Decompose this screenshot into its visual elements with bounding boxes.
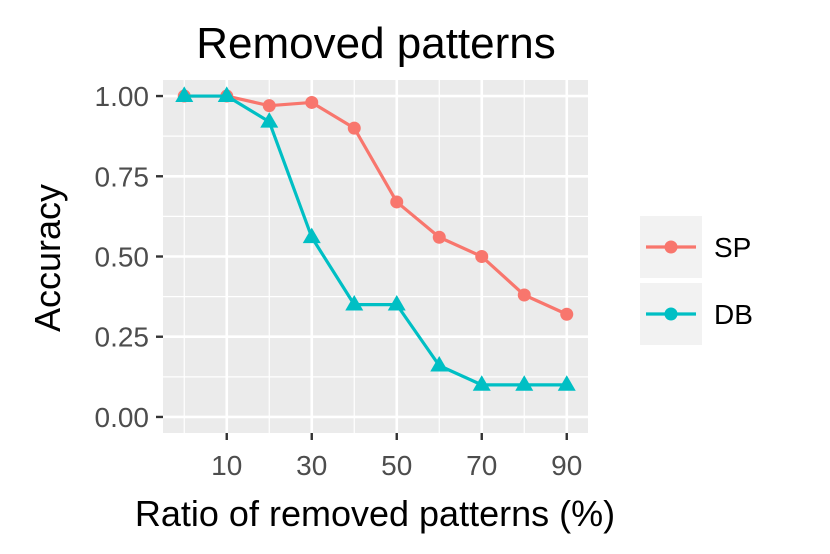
series-db <box>175 86 576 391</box>
data-point-db <box>387 294 406 311</box>
data-point-db <box>260 112 279 128</box>
legend-key-marker <box>664 307 678 321</box>
series-layer <box>175 86 576 391</box>
data-point-sp <box>517 288 531 302</box>
legend-item-db: DB <box>640 283 753 345</box>
legend-key-marker <box>664 240 678 254</box>
x-axis-title: Ratio of removed patterns (%) <box>135 493 615 534</box>
series-line-db <box>184 94 567 387</box>
series-line-sp <box>184 94 568 316</box>
data-point-db <box>175 86 194 102</box>
data-point-sp <box>390 195 404 209</box>
y-tick-label: 0.75 <box>95 161 150 192</box>
data-point-sp <box>432 230 446 244</box>
data-point-sp <box>560 307 574 321</box>
data-point-db <box>217 86 236 102</box>
data-point-db <box>302 227 321 244</box>
legend: SP DB <box>640 216 753 345</box>
chart-title: Removed patterns <box>196 19 556 68</box>
y-tick-label: 1.00 <box>95 81 150 112</box>
x-tick-label: 70 <box>466 450 497 481</box>
x-tick-label: 30 <box>296 450 327 481</box>
x-tick-label: 50 <box>381 450 412 481</box>
data-point-db <box>557 375 576 391</box>
y-tick-label: 0.25 <box>95 322 150 353</box>
data-point-sp <box>347 121 361 135</box>
y-tick-label: 0.50 <box>95 242 150 273</box>
legend-item-sp: SP <box>640 216 751 278</box>
data-point-db <box>345 294 364 311</box>
legend-label: DB <box>714 299 753 330</box>
x-tick-label: 10 <box>211 450 242 481</box>
legend-label: SP <box>714 232 751 263</box>
y-axis-title: Accuracy <box>27 184 68 332</box>
data-point-db <box>430 355 449 372</box>
data-point-sp <box>475 250 489 263</box>
data-point-db <box>472 375 491 391</box>
y-tick-label: 0.00 <box>95 402 150 433</box>
data-point-db <box>515 375 534 391</box>
x-tick-label: 90 <box>551 450 582 481</box>
data-point-sp <box>305 95 319 109</box>
axes: 0.00 0.25 0.50 0.75 1.00 10 30 50 70 90 <box>95 81 583 481</box>
grid-lines <box>163 80 588 433</box>
data-point-sp <box>262 99 276 113</box>
